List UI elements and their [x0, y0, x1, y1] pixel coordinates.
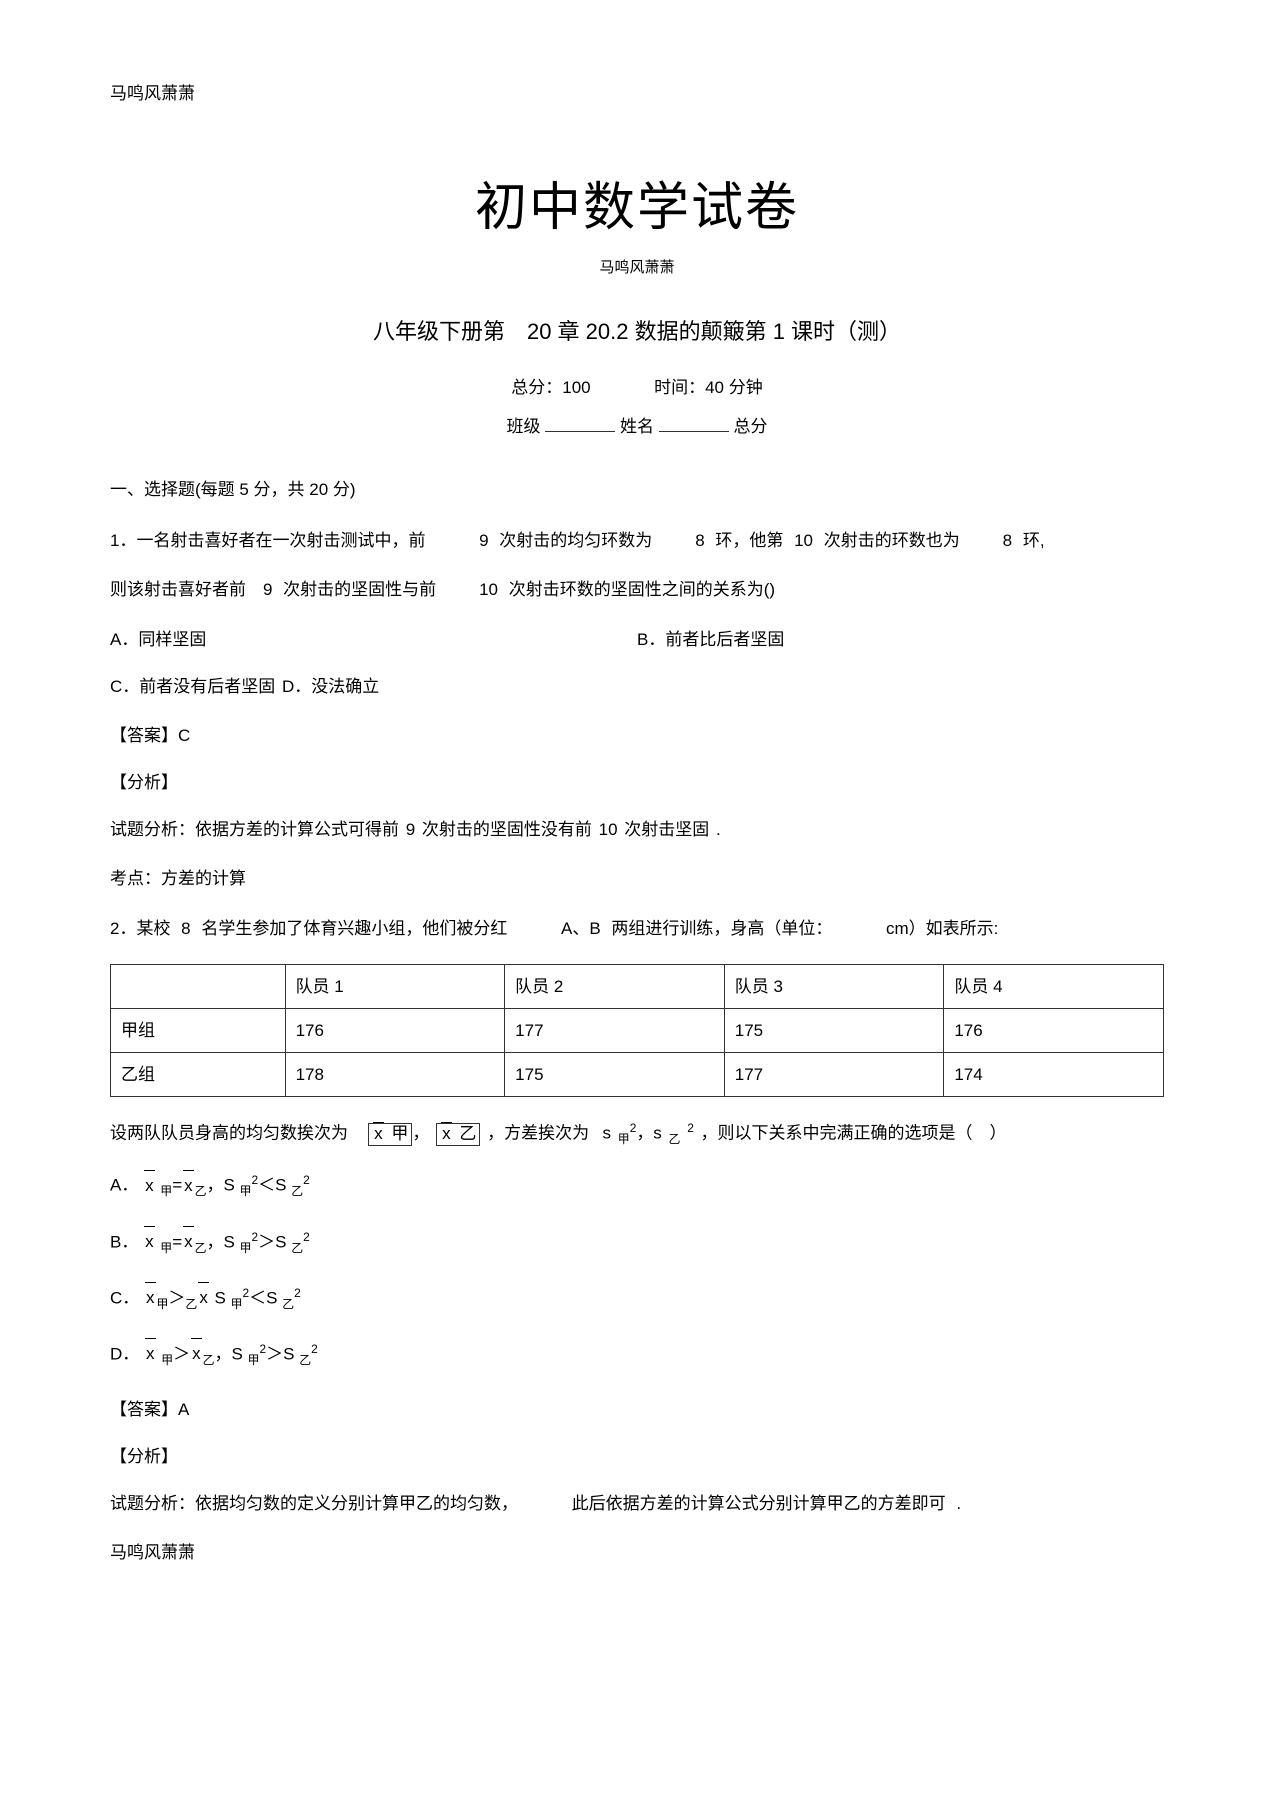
author-line: 马鸣风萧萧 — [110, 256, 1164, 280]
table-cell: 177 — [724, 1053, 944, 1097]
table-cell: 乙组 — [111, 1053, 286, 1097]
table-cell: 177 — [505, 1009, 725, 1053]
time-label: 时间：40 分钟 — [654, 378, 763, 397]
name-label: 姓名 — [620, 417, 654, 436]
table-header: 队员 1 — [285, 964, 505, 1008]
table-cell: 178 — [285, 1053, 505, 1097]
table-header: 队员 4 — [944, 964, 1164, 1008]
section-1-heading: 一、选择题(每题 5 分，共 20 分) — [110, 476, 1164, 503]
class-label: 班级 — [507, 417, 541, 436]
q2-line1: 2．某校 8 名学生参加了体育兴趣小组，他们被分红 A、B 两组进行训练，身高（… — [110, 915, 1164, 942]
table-cell: 176 — [944, 1009, 1164, 1053]
table-header: 队员 2 — [505, 964, 725, 1008]
q1-line2: 则该射击喜好者前 9 次射击的坚固性与前 10 次射击环数的坚固性之间的关系为(… — [110, 576, 1164, 603]
q2-option-b: B． x 甲=x乙，S 甲2＞S 乙2 — [110, 1228, 1164, 1258]
score-label: 总分 — [733, 417, 767, 436]
table-cell: 174 — [944, 1053, 1164, 1097]
table-header: 队员 3 — [724, 964, 944, 1008]
table-header — [111, 964, 286, 1008]
page-header: 马鸣风萧萧 — [110, 80, 1164, 107]
q1-options-row1: A．同样坚固 B．前者比后者坚固 — [110, 626, 1164, 653]
q2-analysis-label: 【分析】 — [110, 1443, 1164, 1470]
q1-option-a: A．同样坚固 — [110, 626, 637, 653]
name-blank — [659, 413, 729, 432]
score-line: 总分：100 时间：40 分钟 — [110, 374, 1164, 401]
table-cell: 甲组 — [111, 1009, 286, 1053]
q1-analysis-label: 【分析】 — [110, 769, 1164, 796]
main-title: 初中数学试卷 — [110, 167, 1164, 250]
xbar-yi-box: x 乙 — [436, 1123, 480, 1146]
q1-line1: 1．一名射击喜好者在一次射击测试中，前 9 次射击的均匀环数为 8 环，他第 1… — [110, 527, 1164, 554]
q1-option-b: B．前者比后者坚固 — [637, 626, 1164, 653]
q2-option-c: C． x甲＞乙x S 甲2＜S 乙2 — [110, 1284, 1164, 1314]
q2-line2: 设两队队员身高的均匀数挨次为 x 甲， x 乙 ，方差挨次为 s 甲2，s 乙 … — [110, 1119, 1164, 1149]
total-score-label: 总分：100 — [511, 378, 590, 397]
q1-kaodian: 考点：方差的计算 — [110, 865, 1164, 892]
q1-answer: 【答案】C — [110, 722, 1164, 749]
table-row: 甲组 176 177 175 176 — [111, 1009, 1164, 1053]
q1-option-cd: C．前者没有后者坚固 D．没法确立 — [110, 673, 1164, 700]
student-info-line: 班级 姓名 总分 — [110, 413, 1164, 440]
xbar-jia-box: x 甲 — [368, 1123, 412, 1146]
chapter-title: 八年级下册第 20 章 20.2 数据的颠簸第 1 课时（测） — [110, 314, 1164, 349]
q2-analysis-text: 试题分析：依据均匀数的定义分别计算甲乙的均匀数， 此后依据方差的计算公式分别计算… — [110, 1490, 1164, 1517]
table-header-row: 队员 1 队员 2 队员 3 队员 4 — [111, 964, 1164, 1008]
q2-option-a: A． x 甲=x乙，S 甲2＜S 乙2 — [110, 1171, 1164, 1201]
table-cell: 175 — [505, 1053, 725, 1097]
class-blank — [545, 413, 615, 432]
table-cell: 175 — [724, 1009, 944, 1053]
table-row: 乙组 178 175 177 174 — [111, 1053, 1164, 1097]
q2-option-d: D． x 甲＞x乙，S 甲2＞S 乙2 — [110, 1340, 1164, 1370]
height-table: 队员 1 队员 2 队员 3 队员 4 甲组 176 177 175 176 乙… — [110, 964, 1164, 1098]
q1-analysis-text: 试题分析：依据方差的计算公式可得前 9 次射击的坚固性没有前 10 次射击坚固 … — [110, 816, 1164, 843]
q2-answer: 【答案】A — [110, 1396, 1164, 1423]
table-cell: 176 — [285, 1009, 505, 1053]
page-footer: 马鸣风萧萧 — [110, 1539, 1164, 1566]
